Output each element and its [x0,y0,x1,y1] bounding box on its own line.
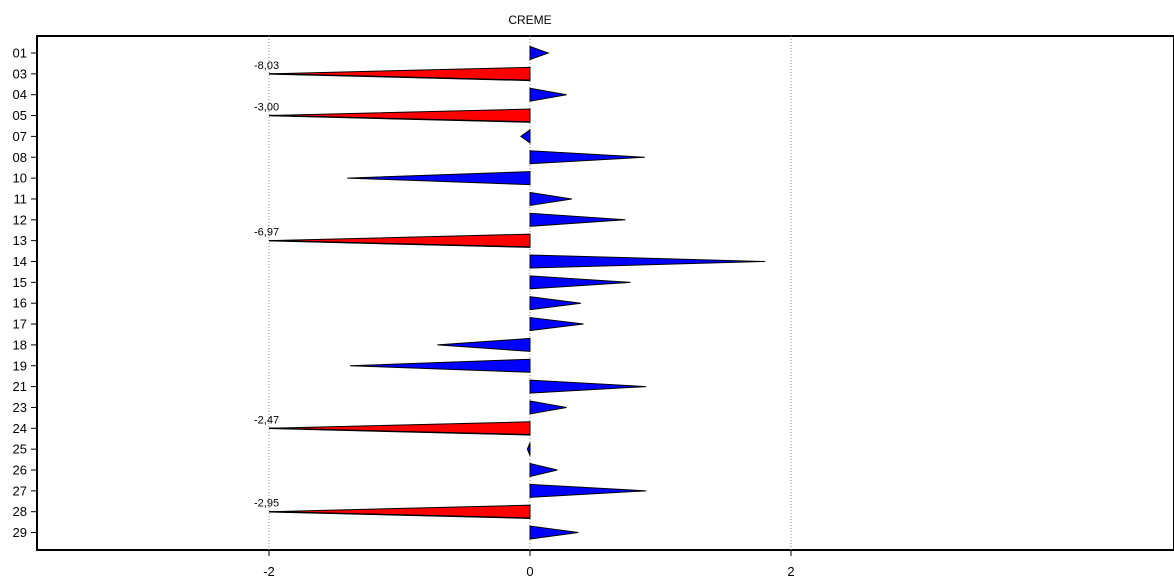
y-tick-label: 25 [13,442,27,457]
bar-25 [526,442,531,456]
data-label-13: -6,97 [254,227,279,239]
data-label-28: -2,95 [254,498,279,510]
bar-baseline-24 [268,427,531,436]
bar-baseline-03 [268,73,531,82]
y-tick-label: 21 [13,379,27,394]
y-tick-label: 08 [13,150,27,165]
y-tick-label: 28 [13,504,27,519]
y-tick-label: 12 [13,212,27,227]
bar-04 [529,87,567,102]
bar-03 [268,66,531,81]
bar-08 [529,150,645,165]
data-label-03: -8,03 [254,60,279,72]
y-tick-label: 18 [13,337,27,352]
y-tick-label: 07 [13,129,27,144]
y-tick-label: 05 [13,108,27,123]
y-tick-label: 19 [13,358,27,373]
y-tick-label: 23 [13,400,27,415]
data-labels: -8,03 -3,00 -6,97 -2,47 -2,95 [254,60,279,510]
chart-title: CREME [508,13,551,27]
bar-18 [437,337,531,352]
bar-01 [529,45,550,61]
bar-13 [268,233,531,248]
bar-26 [529,462,558,478]
bar-21 [529,379,647,394]
plot-frame [36,35,1174,551]
bars [268,45,765,540]
bar-baseline-05 [268,114,531,123]
bar-16 [529,296,581,311]
bar-12 [529,212,626,227]
bar-28 [268,504,531,519]
y-tick-label: 03 [13,66,27,81]
y-tick-label: 11 [14,191,28,206]
y-tick-label: 29 [13,525,27,540]
bar-15 [529,275,631,290]
y-tick-label: 15 [13,275,27,290]
bar-10 [347,171,531,186]
bar-24 [268,421,531,436]
bar-baseline-13 [268,239,531,248]
x-tick-label: 2 [787,564,794,578]
data-label-05: -3,00 [254,102,279,114]
bar-17 [529,316,584,332]
y-tick-label: 04 [13,87,27,102]
y-tick-label: 26 [13,463,27,478]
y-tick-label: 16 [13,296,27,311]
bar-baseline-28 [268,510,531,519]
y-tick-label: 10 [13,171,27,186]
x-tick-label: -2 [263,564,275,578]
data-label-24: -2,47 [254,414,279,426]
y-tick-label: 17 [13,317,27,332]
bar-23 [529,400,567,415]
y-tick-label: 24 [13,421,27,436]
bar-07 [520,128,531,144]
y-axis-labels: 01 03 04 05 07 08 10 11 12 13 14 15 16 17 18 19 21 23 24 25… [13,46,37,540]
bar-14 [529,254,765,269]
bar-19 [349,358,531,373]
x-tick-label: 0 [526,564,533,578]
y-tick-label: 14 [13,254,27,269]
y-tick-label: 01 [13,46,27,61]
bar-29 [529,525,579,540]
bar-05 [268,108,531,123]
y-tick-label: 13 [13,233,27,248]
x-axis-labels: -2 0 2 [263,550,795,578]
bar-11 [529,191,572,207]
bar-27 [529,483,647,498]
y-tick-label: 27 [13,483,27,498]
